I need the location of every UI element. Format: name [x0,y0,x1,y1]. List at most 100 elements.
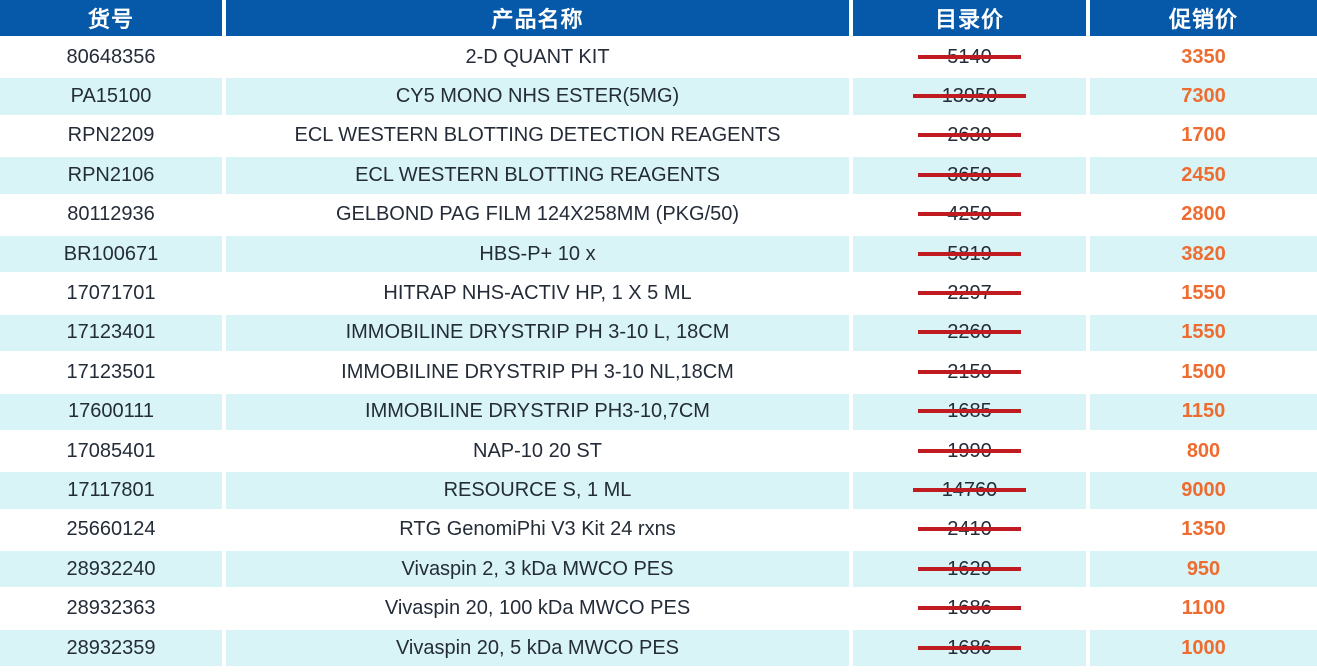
list-price-strikethrough: 1990 [947,439,992,462]
list-price-strikethrough: 14760 [941,478,998,501]
product-name-cell: HITRAP NHS-ACTIV HP, 1 X 5 ML [226,275,853,315]
table-body: 80648356 2-D QUANT KIT 5140 3350 PA15100… [0,39,1317,670]
list-price-cell: 2260 [853,314,1090,355]
list-price-cell: 2410 [853,511,1090,552]
list-price-strikethrough: 3650 [947,163,992,186]
table-row: 80648356 2-D QUANT KIT 5140 3350 [0,39,1317,79]
product-name-cell: IMMOBILINE DRYSTRIP PH3-10,7CM [226,393,853,433]
table-row: 17123501 IMMOBILINE DRYSTRIP PH 3-10 NL,… [0,354,1317,394]
table-row: 28932359 Vivaspin 20, 5 kDa MWCO PES 168… [0,629,1317,670]
product-name-cell: GELBOND PAG FILM 124X258MM (PKG/50) [226,196,853,236]
promo-price-cell: 1550 [1090,275,1317,315]
product-name-cell: NAP-10 20 ST [226,432,853,473]
product-name-cell: Vivaspin 2, 3 kDa MWCO PES [226,551,853,591]
table-row: 17117801 RESOURCE S, 1 ML 14760 9000 [0,472,1317,512]
promo-price-cell: 950 [1090,551,1317,591]
table-row: 28932363 Vivaspin 20, 100 kDa MWCO PES 1… [0,590,1317,630]
sku-cell: 25660124 [0,511,226,552]
sku-cell: 17117801 [0,472,226,512]
promo-price-cell: 7300 [1090,78,1317,118]
sku-cell: 80648356 [0,39,226,79]
list-price-cell: 1686 [853,629,1090,670]
sku-cell: 17085401 [0,432,226,473]
product-name-cell: HBS-P+ 10 x [226,235,853,276]
table-row: BR100671 HBS-P+ 10 x 5819 3820 [0,235,1317,276]
promo-price-cell: 1350 [1090,512,1317,552]
header-sku: 货号 [0,0,226,39]
list-price-strikethrough: 1686 [947,636,992,659]
list-price-cell: 2150 [853,354,1090,394]
list-price-cell: 14760 [853,472,1090,512]
list-price-cell: 13950 [853,78,1090,118]
list-price-strikethrough: 1685 [947,400,992,423]
table-row: PA15100 CY5 MONO NHS ESTER(5MG) 13950 73… [0,78,1317,118]
product-name-cell: CY5 MONO NHS ESTER(5MG) [226,78,853,118]
promo-price-cell: 1500 [1090,354,1317,394]
header-list-price: 目录价 [853,0,1090,39]
header-row: 货号 产品名称 目录价 促销价 [0,0,1317,39]
table-row: 80112936 GELBOND PAG FILM 124X258MM (PKG… [0,196,1317,236]
list-price-strikethrough: 5819 [947,242,992,265]
product-name-cell: IMMOBILINE DRYSTRIP PH 3-10 L, 18CM [226,314,853,355]
promo-price-cell: 2800 [1090,197,1317,236]
promo-price-cell: 1700 [1090,118,1317,158]
table-row: 17085401 NAP-10 20 ST 1990 800 [0,432,1317,473]
promo-price-cell: 2450 [1090,157,1317,197]
sku-cell: 28932240 [0,551,226,591]
product-name-cell: IMMOBILINE DRYSTRIP PH 3-10 NL,18CM [226,354,853,394]
list-price-strikethrough: 13950 [941,85,998,108]
promo-price-cell: 1550 [1090,314,1317,355]
promo-price-cell: 800 [1090,433,1317,473]
promo-price-cell: 1000 [1090,629,1317,670]
product-name-cell: 2-D QUANT KIT [226,39,853,79]
list-price-cell: 1686 [853,590,1090,630]
list-price-cell: 1685 [853,393,1090,433]
list-price-strikethrough: 2150 [947,360,992,383]
header-product-name: 产品名称 [226,0,853,39]
table-row: 17600111 IMMOBILINE DRYSTRIP PH3-10,7CM … [0,393,1317,433]
list-price-cell: 2297 [853,275,1090,315]
list-price-cell: 5819 [853,235,1090,276]
list-price-cell: 1990 [853,432,1090,473]
table-row: RPN2106 ECL WESTERN BLOTTING REAGENTS 36… [0,157,1317,197]
sku-cell: 17071701 [0,275,226,315]
sku-cell: 28932359 [0,629,226,670]
list-price-strikethrough: 4250 [947,203,992,226]
list-price-cell: 3650 [853,157,1090,197]
list-price-cell: 1629 [853,551,1090,591]
product-name-cell: RESOURCE S, 1 ML [226,472,853,512]
sku-cell: PA15100 [0,78,226,118]
sku-cell: 17123501 [0,354,226,394]
product-name-cell: ECL WESTERN BLOTTING REAGENTS [226,157,853,197]
sku-cell: RPN2106 [0,157,226,197]
table-row: 25660124 RTG GenomiPhi V3 Kit 24 rxns 24… [0,511,1317,552]
list-price-strikethrough: 5140 [947,45,992,68]
sku-cell: 17600111 [0,393,226,433]
sku-cell: 80112936 [0,196,226,236]
list-price-strikethrough: 1686 [947,597,992,620]
sku-cell: BR100671 [0,235,226,276]
promo-price-cell: 3350 [1090,39,1317,79]
list-price-strikethrough: 1629 [947,557,992,580]
list-price-cell: 2630 [853,117,1090,158]
list-price-strikethrough: 2410 [947,518,992,541]
sku-cell: RPN2209 [0,117,226,158]
sku-cell: 28932363 [0,590,226,630]
table-row: 28932240 Vivaspin 2, 3 kDa MWCO PES 1629… [0,551,1317,591]
header-promo-price: 促销价 [1090,0,1317,39]
table-row: 17123401 IMMOBILINE DRYSTRIP PH 3-10 L, … [0,314,1317,355]
list-price-strikethrough: 2630 [947,124,992,147]
product-name-cell: ECL WESTERN BLOTTING DETECTION REAGENTS [226,117,853,158]
promo-price-cell: 1150 [1090,393,1317,433]
promo-price-cell: 3820 [1090,235,1317,276]
product-name-cell: Vivaspin 20, 100 kDa MWCO PES [226,590,853,630]
promo-price-cell: 9000 [1090,472,1317,512]
list-price-cell: 4250 [853,196,1090,236]
product-name-cell: RTG GenomiPhi V3 Kit 24 rxns [226,511,853,552]
list-price-cell: 5140 [853,39,1090,79]
table-row: RPN2209 ECL WESTERN BLOTTING DETECTION R… [0,117,1317,158]
list-price-strikethrough: 2297 [947,282,992,305]
sku-cell: 17123401 [0,314,226,355]
table-row: 17071701 HITRAP NHS-ACTIV HP, 1 X 5 ML 2… [0,275,1317,315]
